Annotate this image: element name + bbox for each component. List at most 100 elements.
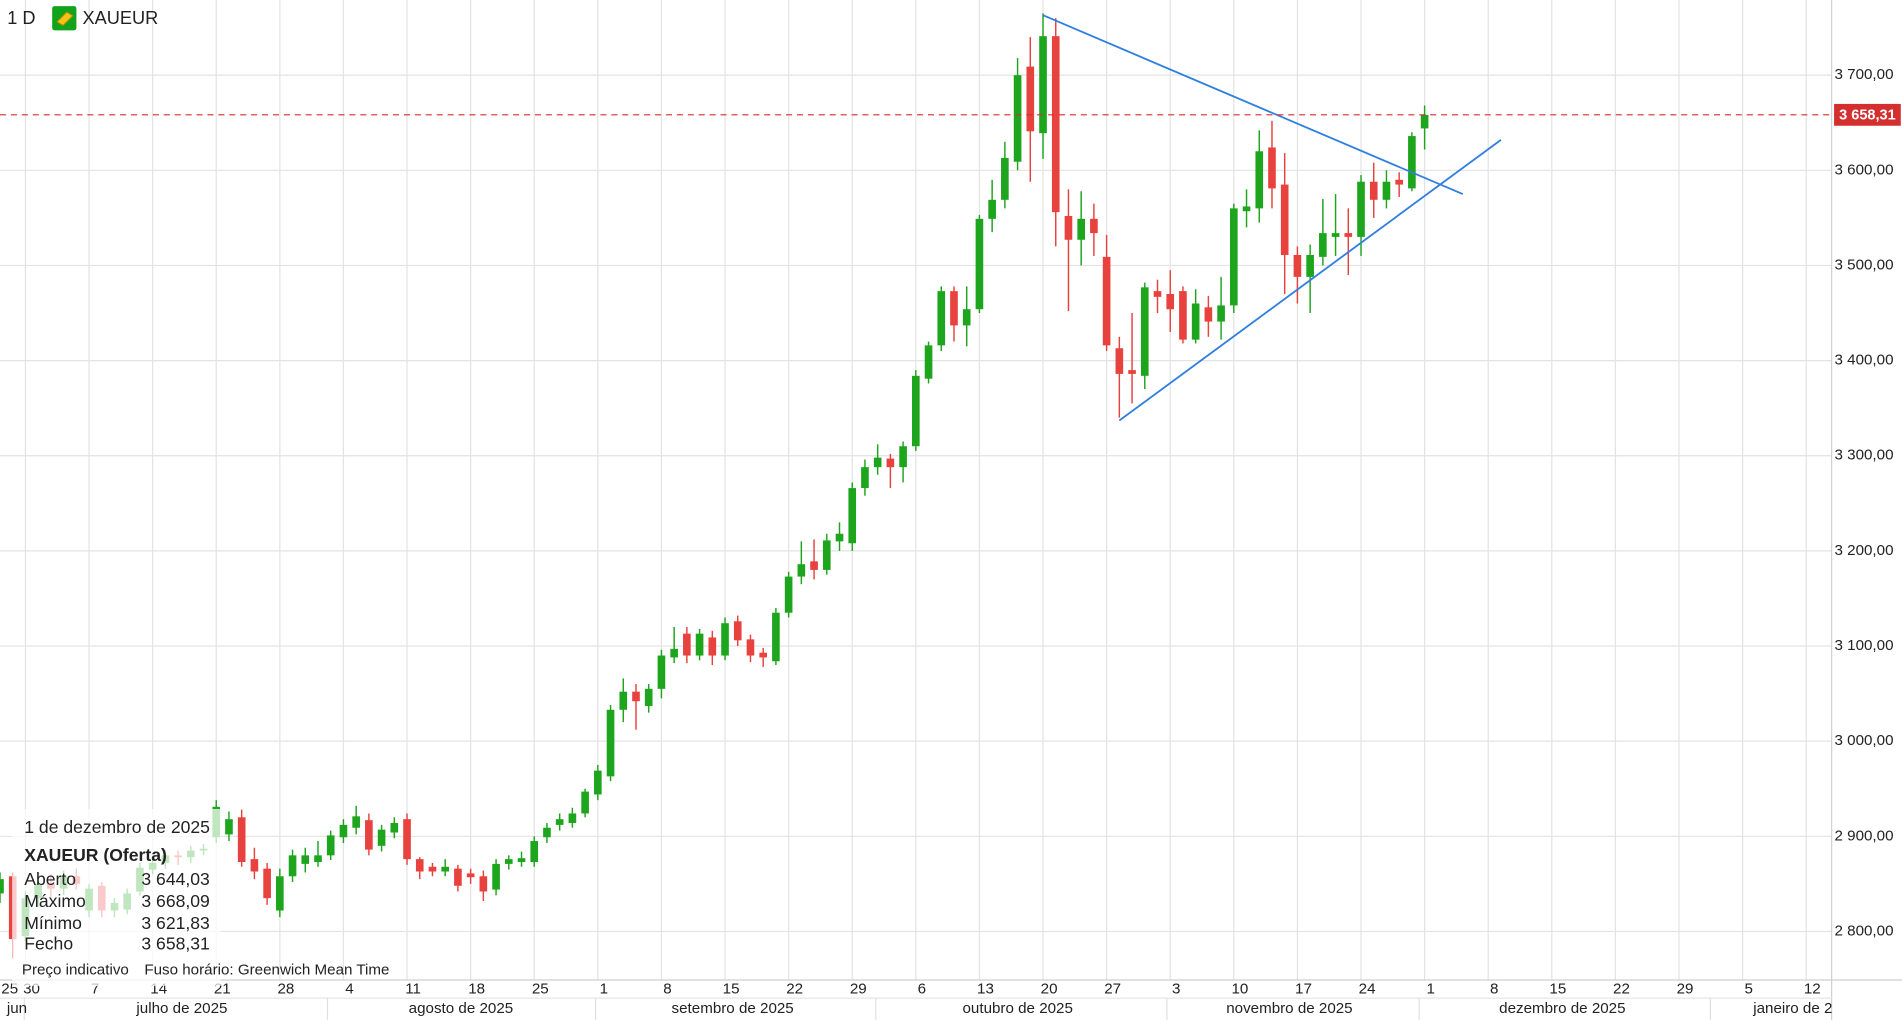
trendline [1118,139,1502,422]
symbol[interactable]: XAUEUR [82,8,158,28]
y-tick-label: 2 800,00 [1835,922,1894,939]
y-tick-label: 3 400,00 [1835,352,1894,369]
month-label: dezembro de 2025 [1499,1000,1625,1017]
candle-body [924,345,933,379]
candle-body [848,488,857,544]
candle-body [339,824,348,838]
x-tick-label: 28 [277,981,294,998]
candle-body [1102,256,1111,346]
info-row-label: Fecho [24,933,73,953]
candle-body [365,820,373,850]
x-tick-label: 5 [1744,981,1752,998]
info-note: Fuso horário: Greenwich Mean Time [144,961,389,978]
y-tick-label: 3 500,00 [1835,256,1894,273]
candle-body [746,639,755,656]
candle-body [276,876,284,911]
x-tick-label: 10 [1231,981,1248,998]
month-label: agosto de 2025 [409,1000,514,1017]
y-tick-label: 3 600,00 [1835,161,1894,178]
candle-body [912,375,920,447]
candle-body [390,822,399,833]
candle-body [1369,181,1378,200]
candle-body [1013,75,1022,162]
interval[interactable]: 1 D [7,8,35,28]
candle-body [428,866,437,872]
candle-body [670,648,678,658]
candle-body [0,879,4,894]
candle-body [657,655,666,689]
grid [0,0,1832,980]
x-tick-label: 15 [723,981,740,998]
candle-body [962,309,971,326]
x-tick-label: 1 [1426,981,1434,998]
candle-body [1293,254,1302,277]
x-tick-label: 22 [786,981,803,998]
candle-body [1280,184,1289,255]
candle-body [873,457,882,468]
x-tick-label: 3 [1172,981,1180,998]
candle-body [1306,254,1314,277]
candle-body [555,819,564,825]
x-tick-label: 25 [532,981,549,998]
candle-body [1153,291,1162,297]
info-date: 1 de dezembro de 2025 [24,817,210,837]
candle-body [415,859,424,872]
month-label: setembro de 2025 [672,1000,794,1017]
candle-body [530,841,539,862]
candle-body [1230,208,1238,306]
info-row-label: Máximo [24,891,86,911]
candle-body [772,612,780,662]
y-tick-label: 3 100,00 [1835,637,1894,654]
candle-body [1001,157,1009,200]
candle-body [861,467,869,489]
candle-body [1128,370,1136,374]
candle-body [606,709,615,777]
candle-body [1242,206,1251,212]
month-label: jun [6,1000,27,1017]
month-label: julho de 2025 [135,1000,227,1017]
info-backdrop [12,808,221,987]
candle-body [568,813,577,823]
candle-body [479,876,488,892]
x-tick-label: 11 [405,981,421,998]
candle-body [1140,287,1149,376]
last-price-box [1834,103,1901,126]
candle-body [886,458,895,468]
x-tick-label: 27 [1104,981,1121,998]
candle-body [263,868,271,899]
candle-body [314,855,322,862]
candle-body [403,819,411,860]
candle-body [1217,305,1225,322]
candle-body [822,540,831,570]
candle-body [492,863,500,890]
x-tick-label: 13 [977,981,994,998]
candle-body [619,691,628,710]
info-row-label: Mínimo [24,913,82,933]
candle-body [441,866,450,872]
x-tick-label: 20 [1041,981,1058,998]
candle-body [632,691,640,702]
info-title: XAUEUR (Oferta) [24,845,167,865]
candle-body [594,770,602,795]
candle-body [810,561,818,570]
y-tick-label: 3 200,00 [1835,542,1894,559]
y-tick-label: 2 900,00 [1835,827,1894,844]
candle-body [454,868,462,886]
x-tick-label: 4 [345,981,353,998]
candle-body [1408,136,1416,189]
x-tick-label: 17 [1295,981,1312,998]
candle-body [517,858,526,862]
candle-body [797,564,806,577]
info-row-value: 3 644,03 [141,869,209,889]
candle-body [937,291,946,346]
candle-body [1344,233,1353,237]
info-row-label: Aberto [24,869,76,889]
candle-body [1420,114,1429,129]
candle-body [683,633,691,656]
x-tick-label: 29 [1677,981,1694,998]
candle-body [1319,233,1327,257]
candle-body [1077,218,1085,240]
